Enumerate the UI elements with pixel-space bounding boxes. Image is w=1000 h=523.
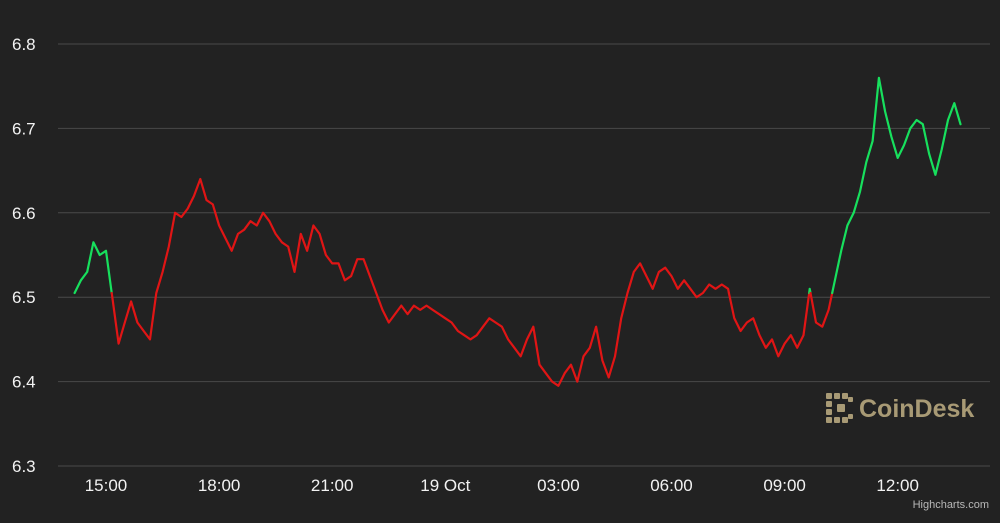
coindesk-watermark: CoinDesk — [826, 393, 974, 423]
y-axis-labels: 6.3 6.4 6.5 6.6 6.7 6.8 — [12, 35, 36, 476]
series-segment-down — [727, 291, 811, 358]
x-tick-label: 19 Oct — [420, 476, 470, 495]
highcharts-credit[interactable]: Highcharts.com — [913, 499, 989, 511]
series-segment-down — [809, 291, 834, 328]
series-segment-down — [110, 177, 695, 387]
x-tick-label: 09:00 — [763, 476, 806, 495]
x-tick-label: 21:00 — [311, 476, 354, 495]
price-series — [73, 76, 962, 387]
x-tick-label: 06:00 — [650, 476, 693, 495]
y-tick-label: 6.8 — [12, 35, 36, 54]
grid-lines — [58, 43, 990, 467]
series-segment-up — [808, 287, 812, 295]
coindesk-logo-icon — [826, 393, 853, 423]
x-tick-label: 03:00 — [537, 476, 580, 495]
x-axis-labels: 15:00 18:00 21:00 19 Oct 03:00 06:00 09:00 12:0… — [85, 476, 919, 495]
y-tick-label: 6.7 — [12, 119, 36, 138]
y-tick-label: 6.3 — [12, 457, 36, 476]
y-tick-label: 6.4 — [12, 373, 36, 392]
y-tick-label: 6.5 — [12, 288, 36, 307]
series-segment-up — [831, 76, 962, 295]
x-tick-label: 12:00 — [876, 476, 919, 495]
series-segment-up — [73, 241, 113, 295]
x-tick-label: 15:00 — [85, 476, 128, 495]
y-tick-label: 6.6 — [12, 204, 36, 223]
series-segment-down — [692, 283, 730, 299]
x-tick-label: 18:00 — [198, 476, 241, 495]
watermark-text: CoinDesk — [859, 395, 974, 423]
